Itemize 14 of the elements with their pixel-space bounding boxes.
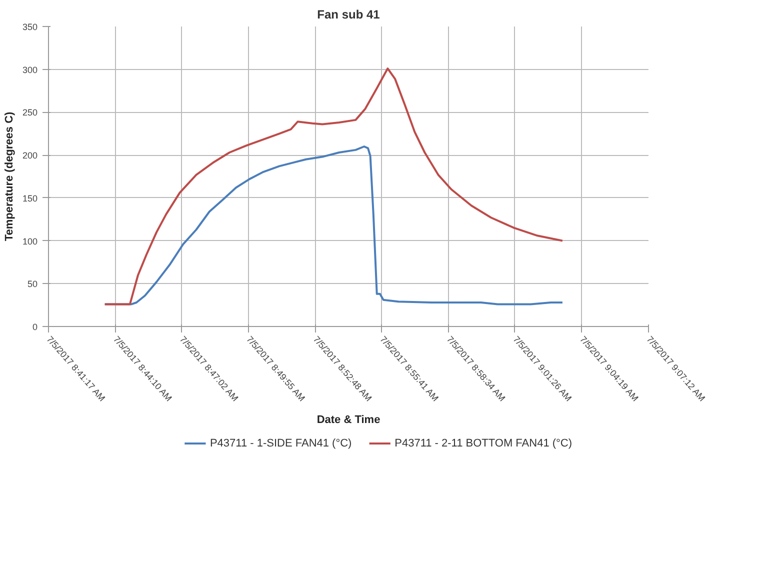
y-tick-label: 300 [22, 64, 38, 75]
line-series [104, 68, 564, 306]
y-tick-label: 250 [22, 108, 38, 118]
chart-title: Fan sub 41 [317, 8, 380, 22]
y-tick-label: 150 [22, 193, 38, 204]
y-tick-label: 200 [22, 150, 38, 161]
legend-label: P43711 - 1-SIDE FAN41 (°C) [210, 438, 352, 450]
y-axis-title: Temperature (degrees C) [3, 111, 16, 242]
legend-label: P43711 - 2-11 BOTTOM FAN41 (°C) [394, 438, 572, 450]
y-tick-label: 100 [22, 236, 38, 246]
y-tick-label: 0 [32, 322, 38, 332]
x-axis-title: Date & Time [316, 414, 380, 426]
y-tick-label: 50 [27, 279, 38, 290]
y-tick-label: 350 [22, 22, 38, 32]
